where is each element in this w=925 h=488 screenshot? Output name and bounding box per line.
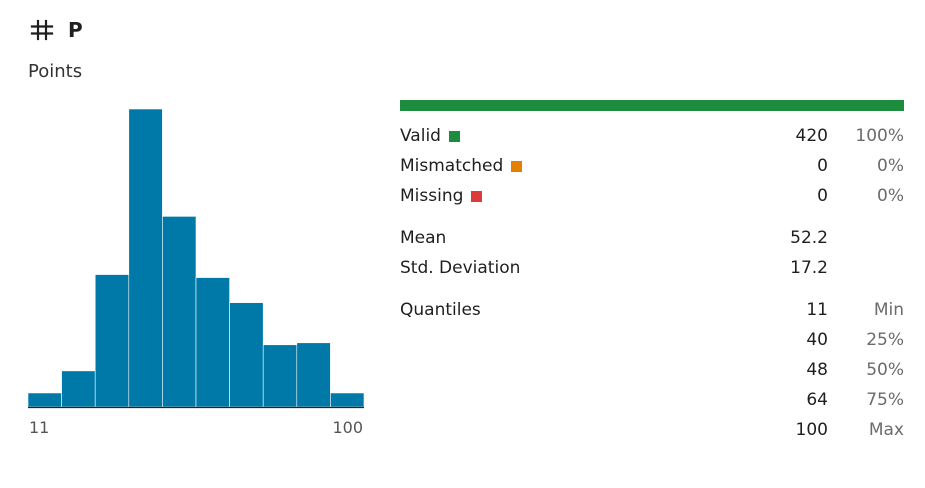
- quantile-row-min: Quantiles 11 Min: [400, 298, 904, 322]
- mean-value: 52.2: [790, 228, 828, 248]
- x-tick-label-min: 11: [29, 418, 49, 437]
- quantile-label: 25%: [866, 330, 904, 350]
- quantile-row-50: 48 50%: [400, 358, 904, 382]
- valid-proportion-bar: [400, 100, 904, 111]
- valid-label: Valid: [400, 126, 441, 146]
- mismatched-percent: 0%: [877, 156, 904, 176]
- column-header: P: [30, 14, 83, 46]
- mean-label: Mean: [400, 228, 447, 248]
- valid-swatch: [448, 130, 460, 142]
- quantile-value: 64: [806, 390, 828, 410]
- mismatched-label: Mismatched: [400, 156, 504, 176]
- valid-count: 420: [795, 126, 828, 146]
- mismatched-count: 0: [817, 156, 828, 176]
- histogram-bar[interactable]: [94, 274, 130, 408]
- std-row: Std. Deviation 17.2: [400, 256, 904, 280]
- mismatched-row: Mismatched 0 0%: [400, 154, 904, 178]
- quantile-label: 75%: [866, 390, 904, 410]
- quantile-label: Max: [868, 420, 904, 440]
- histogram-bar[interactable]: [28, 392, 62, 408]
- stats-panel: Valid 420 100% Mismatched 0 0% Missing 0…: [400, 100, 904, 440]
- missing-label: Missing: [400, 186, 464, 206]
- histogram-bar[interactable]: [195, 277, 230, 408]
- valid-percent: 100%: [855, 126, 904, 146]
- histogram-svg: 11 100: [28, 108, 364, 437]
- std-value: 17.2: [790, 258, 828, 278]
- x-tick-label-max: 100: [332, 418, 363, 437]
- histogram-bar[interactable]: [128, 108, 163, 408]
- quantile-row-25: 40 25%: [400, 328, 904, 352]
- mismatched-swatch: [511, 160, 523, 172]
- mean-row: Mean 52.2: [400, 226, 904, 250]
- histogram-bar[interactable]: [61, 370, 96, 408]
- quantile-value: 48: [806, 360, 828, 380]
- histogram-bar[interactable]: [229, 302, 264, 408]
- quantiles-label: Quantiles: [400, 300, 481, 320]
- column-name: P: [68, 18, 83, 42]
- quantile-label: Min: [873, 300, 904, 320]
- histogram: 11 100: [28, 95, 364, 440]
- histogram-bar[interactable]: [330, 392, 364, 408]
- histogram-bar[interactable]: [162, 216, 197, 408]
- histogram-bar[interactable]: [262, 344, 298, 408]
- quantile-value: 40: [806, 330, 828, 350]
- hash-icon: [30, 18, 54, 42]
- missing-count: 0: [817, 186, 828, 206]
- histogram-bar[interactable]: [296, 342, 331, 408]
- missing-row: Missing 0 0%: [400, 184, 904, 208]
- missing-percent: 0%: [877, 186, 904, 206]
- quantile-row-max: 100 Max: [400, 418, 904, 442]
- quantile-label: 50%: [866, 360, 904, 380]
- column-description: Points: [28, 61, 83, 82]
- quantile-row-75: 64 75%: [400, 388, 904, 412]
- std-label: Std. Deviation: [400, 258, 521, 278]
- valid-row: Valid 420 100%: [400, 124, 904, 148]
- missing-swatch: [471, 190, 483, 202]
- quantile-value: 11: [806, 300, 828, 320]
- quantile-value: 100: [795, 420, 828, 440]
